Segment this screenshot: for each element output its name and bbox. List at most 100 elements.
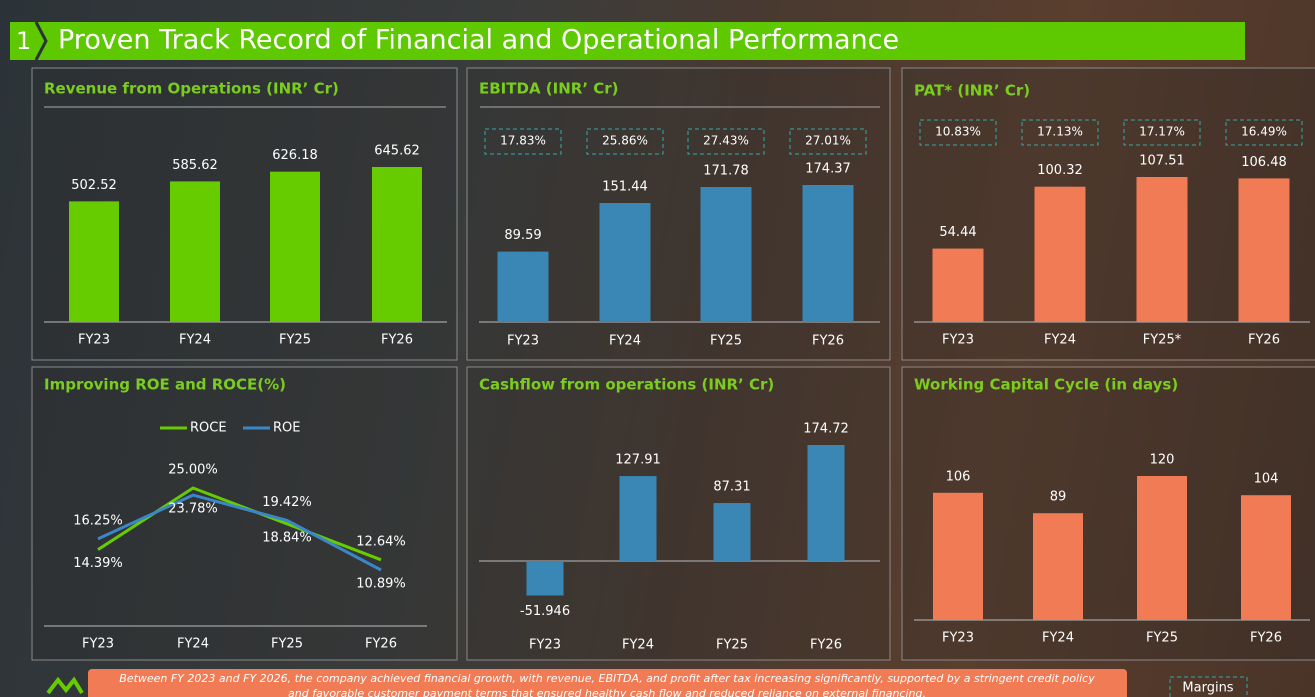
x-tick-label: FY23 bbox=[82, 637, 114, 652]
value-label: 626.18 bbox=[272, 148, 318, 163]
bar bbox=[599, 203, 651, 322]
x-tick-label: FY25 bbox=[1146, 631, 1178, 646]
x-tick-label: FY24 bbox=[622, 638, 654, 653]
x-tick-label: FY24 bbox=[1042, 631, 1074, 646]
bar bbox=[619, 476, 657, 561]
bar bbox=[1241, 495, 1291, 620]
margin-box bbox=[1021, 119, 1099, 146]
x-tick-label: FY24 bbox=[609, 334, 641, 349]
title-bar bbox=[10, 22, 1245, 60]
slide-title: Proven Track Record of Financial and Ope… bbox=[58, 25, 899, 56]
bar bbox=[802, 185, 854, 322]
value-label: 127.91 bbox=[615, 453, 661, 468]
x-tick-label: FY24 bbox=[177, 637, 209, 652]
value-label: -51.946 bbox=[520, 604, 570, 619]
value-label: 87.31 bbox=[713, 480, 750, 495]
bar bbox=[807, 445, 845, 561]
value-label: 23.78% bbox=[168, 502, 218, 517]
value-label: 14.39% bbox=[73, 556, 123, 571]
value-label: 502.52 bbox=[71, 178, 117, 193]
bar bbox=[1137, 476, 1187, 620]
x-tick-label: FY25* bbox=[1143, 333, 1182, 348]
bar bbox=[713, 503, 751, 561]
bar bbox=[270, 171, 320, 322]
value-label: 151.44 bbox=[602, 180, 648, 195]
value-label: 25.00% bbox=[168, 463, 218, 478]
x-tick-label: FY26 bbox=[812, 334, 844, 349]
x-tick-label: FY23 bbox=[78, 333, 110, 348]
legend-label: ROCE bbox=[190, 421, 227, 436]
panel-title: Revenue from Operations (INR’ Cr) bbox=[44, 80, 339, 98]
panel-title: Cashflow from operations (INR’ Cr) bbox=[479, 376, 774, 394]
x-tick-label: FY25 bbox=[710, 334, 742, 349]
value-label: 18.84% bbox=[262, 530, 312, 545]
margin-label: 16.49% bbox=[1241, 125, 1287, 139]
margin-box bbox=[586, 128, 664, 155]
legend-label: Margins bbox=[1182, 681, 1233, 696]
bar bbox=[69, 201, 119, 322]
panel-title: PAT* (INR’ Cr) bbox=[914, 82, 1030, 100]
value-label: 106.48 bbox=[1241, 155, 1287, 170]
x-tick-label: FY25 bbox=[716, 638, 748, 653]
margin-label: 27.43% bbox=[703, 134, 749, 148]
x-tick-label: FY26 bbox=[365, 637, 397, 652]
value-label: 100.32 bbox=[1037, 163, 1083, 178]
footer-note: and favorable customer payment terms tha… bbox=[288, 687, 926, 697]
x-tick-label: FY25 bbox=[271, 637, 303, 652]
value-label: 89.59 bbox=[504, 228, 541, 243]
bar bbox=[932, 248, 984, 322]
section-number: 1 bbox=[16, 27, 31, 55]
value-label: 89 bbox=[1050, 490, 1067, 505]
bar bbox=[170, 181, 220, 322]
x-tick-label: FY26 bbox=[1250, 631, 1282, 646]
footer-note: Between FY 2023 and FY 2026, the company… bbox=[119, 672, 1095, 685]
bar bbox=[1034, 186, 1086, 322]
panel-title: EBITDA (INR’ Cr) bbox=[479, 80, 619, 98]
bar bbox=[1033, 513, 1083, 620]
logo bbox=[46, 676, 84, 695]
bar bbox=[1238, 178, 1290, 322]
x-tick-label: FY26 bbox=[1248, 333, 1280, 348]
value-label: 106 bbox=[946, 469, 971, 484]
value-label: 104 bbox=[1254, 472, 1279, 487]
line bbox=[97, 493, 382, 572]
bar bbox=[526, 561, 564, 596]
panel bbox=[31, 366, 458, 661]
margin-label: 17.17% bbox=[1139, 125, 1185, 139]
value-label: 645.62 bbox=[374, 144, 420, 159]
legend-box bbox=[1169, 676, 1248, 697]
x-tick-label: FY23 bbox=[507, 334, 539, 349]
x-tick-label: FY23 bbox=[529, 638, 561, 653]
margin-box bbox=[484, 128, 562, 155]
margin-box bbox=[1225, 119, 1303, 146]
margin-box bbox=[789, 128, 867, 155]
panel-title: Improving ROE and ROCE(%) bbox=[44, 376, 286, 394]
value-label: 19.42% bbox=[262, 495, 312, 510]
margin-label: 17.13% bbox=[1037, 125, 1083, 139]
x-tick-label: FY23 bbox=[942, 631, 974, 646]
value-label: 585.62 bbox=[172, 158, 218, 173]
margin-box bbox=[919, 119, 997, 146]
margin-label: 25.86% bbox=[602, 134, 648, 148]
legend-label: ROE bbox=[273, 421, 300, 436]
bar bbox=[372, 167, 422, 322]
bar bbox=[497, 251, 549, 322]
x-tick-label: FY26 bbox=[810, 638, 842, 653]
x-tick-label: FY23 bbox=[942, 333, 974, 348]
value-label: 174.37 bbox=[805, 162, 851, 177]
x-tick-label: FY25 bbox=[279, 333, 311, 348]
x-tick-label: FY24 bbox=[1044, 333, 1076, 348]
value-label: 16.25% bbox=[73, 513, 123, 528]
chevron bbox=[34, 21, 48, 61]
bar bbox=[700, 187, 752, 322]
margin-label: 17.83% bbox=[500, 134, 546, 148]
bar bbox=[1136, 177, 1188, 322]
margin-box bbox=[1123, 119, 1201, 146]
value-label: 12.64% bbox=[356, 534, 406, 549]
value-label: 171.78 bbox=[703, 164, 749, 179]
bar bbox=[933, 492, 983, 620]
footer-box bbox=[88, 669, 1127, 697]
